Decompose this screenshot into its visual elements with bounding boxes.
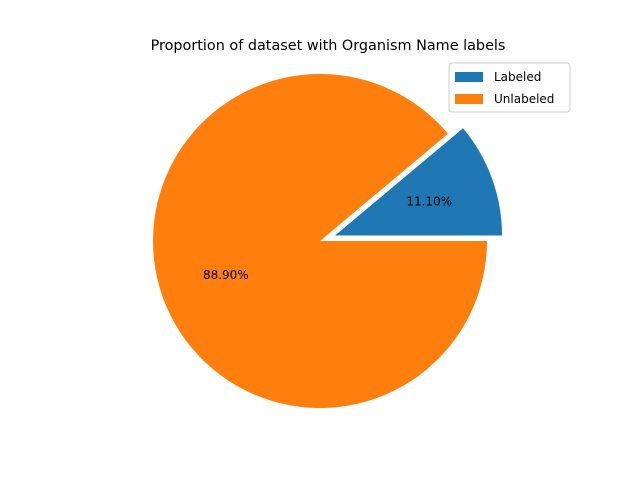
pie-slice-label-labeled: 11.10% bbox=[406, 194, 452, 208]
legend-label-labeled: Labeled bbox=[494, 70, 541, 84]
pie-slice-labeled bbox=[335, 128, 503, 236]
pie-slice-label-unlabeled: 88.90% bbox=[203, 268, 249, 282]
legend: Labeled Unlabeled bbox=[448, 62, 571, 113]
legend-swatch-unlabeled bbox=[455, 94, 483, 104]
legend-label-unlabeled: Unlabeled bbox=[494, 92, 554, 106]
pie-slices bbox=[153, 73, 503, 408]
pie-labels: 11.10% 88.90% bbox=[203, 194, 452, 282]
legend-swatch-labeled bbox=[455, 72, 483, 82]
pie-slice-unlabeled bbox=[153, 73, 488, 408]
chart-title: Proportion of dataset with Organism Name… bbox=[151, 38, 506, 54]
